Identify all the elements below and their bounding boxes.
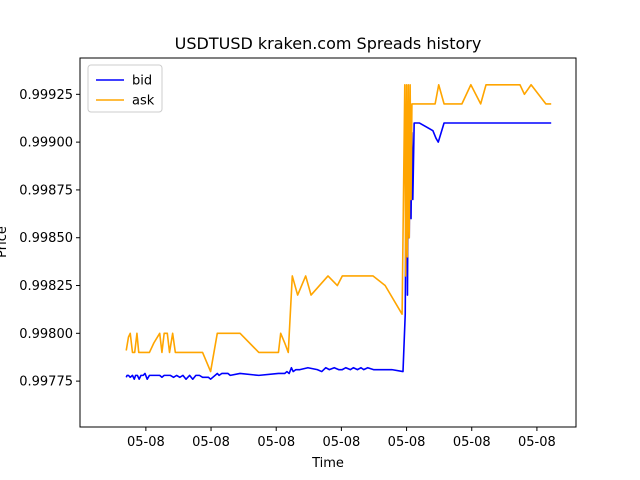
x-tick-label: 05-08	[453, 435, 491, 450]
x-axis-label: Time	[311, 456, 344, 471]
y-tick-label: 0.99800	[19, 327, 73, 342]
series-line-ask	[125, 83, 552, 373]
y-tick-label: 0.99925	[19, 88, 73, 103]
x-tick-label: 05-08	[257, 435, 295, 450]
axes-frame	[79, 57, 577, 428]
x-tick-label: 05-08	[323, 435, 361, 450]
plot-area: 0.99775 0.99800 0.99825 0.99850 0.99875 0.999…	[19, 57, 577, 450]
legend: bid ask	[87, 64, 163, 113]
x-tick-label: 05-08	[127, 435, 165, 450]
y-tick-label: 0.99775	[19, 375, 73, 390]
y-tick-label: 0.99875	[19, 183, 73, 198]
chart-title: USDTUSD kraken.com Spreads history	[175, 34, 482, 53]
x-tick-label: 05-08	[388, 435, 426, 450]
x-tick-label: 05-08	[192, 435, 230, 450]
series-line-bid	[125, 103, 552, 381]
x-tick-label: 05-08	[518, 435, 556, 450]
y-tick-label: 0.99900	[19, 136, 73, 151]
legend-label-bid: bid	[132, 74, 152, 89]
legend-label-ask: ask	[132, 94, 155, 109]
y-tick-label: 0.99850	[19, 231, 73, 246]
y-axis-label: Price	[0, 226, 10, 258]
y-tick-label: 0.99825	[19, 279, 73, 294]
